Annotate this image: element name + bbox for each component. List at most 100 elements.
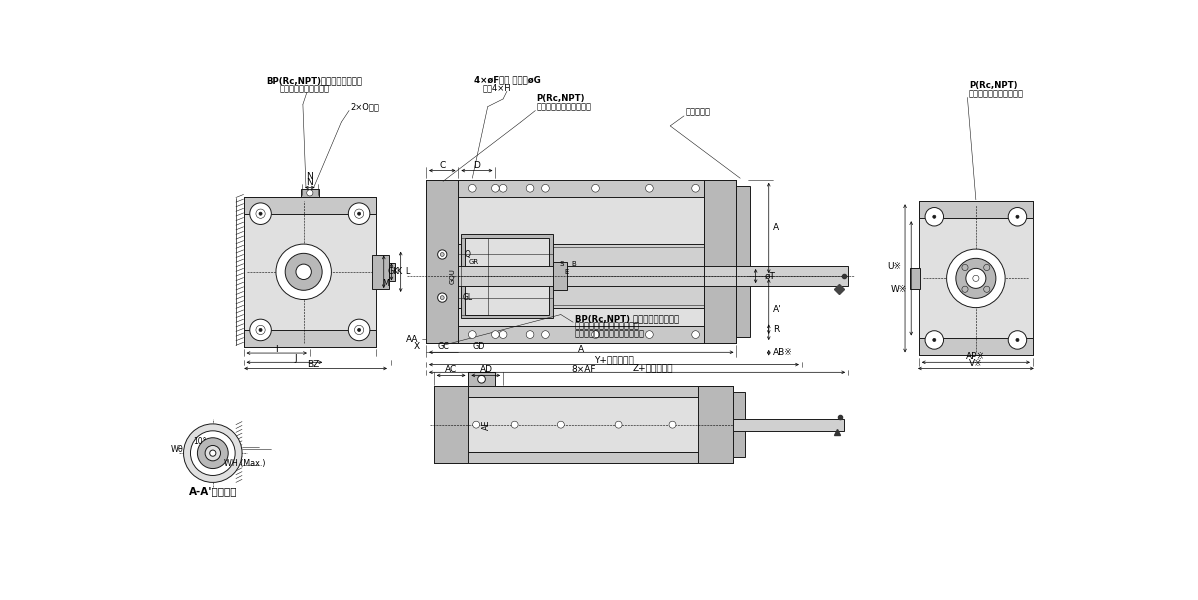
Bar (430, 244, 732, 308)
Circle shape (357, 212, 361, 215)
Text: P(Rc,NPT): P(Rc,NPT) (969, 82, 1017, 91)
Text: 10°: 10° (193, 437, 206, 446)
Text: M: M (382, 279, 388, 288)
Circle shape (478, 376, 485, 383)
Circle shape (357, 328, 361, 331)
Circle shape (925, 208, 944, 226)
Text: （スプリングロックの場合は: （スプリングロックの場合は (575, 322, 640, 331)
Text: Wθ: Wθ (171, 445, 183, 454)
Bar (488, 244, 494, 308)
Circle shape (349, 319, 370, 341)
Text: 加圧状態でロック開放: 加圧状態でロック開放 (280, 85, 329, 94)
Text: A-A'　矢視図: A-A' 矢視図 (188, 487, 237, 497)
Text: AA: AA (406, 335, 418, 344)
Circle shape (933, 338, 936, 341)
Text: ロッド側シリンダポート: ロッド側シリンダポート (537, 102, 591, 111)
Bar (465, 238, 550, 314)
Bar (243, 197, 376, 214)
Text: GQU: GQU (450, 268, 456, 284)
Text: BP(Rc,NPT) 加圧ロック用ポート: BP(Rc,NPT) 加圧ロック用ポート (575, 314, 679, 323)
Text: X: X (413, 341, 420, 350)
Circle shape (349, 203, 370, 224)
Bar (553, 262, 567, 290)
Text: A: A (774, 223, 780, 232)
Bar (461, 238, 488, 314)
Bar (468, 372, 496, 386)
Text: 後プレート: 後プレート (685, 107, 710, 116)
Text: 裏側4×H: 裏側4×H (483, 83, 512, 92)
Bar (389, 263, 395, 281)
Circle shape (491, 184, 500, 192)
Bar (461, 234, 553, 319)
Text: AP※: AP※ (967, 352, 986, 361)
Text: B: B (571, 262, 576, 268)
Circle shape (259, 328, 262, 331)
Circle shape (285, 253, 322, 290)
Text: 4×øF通し 座ぐりøG: 4×øF通し 座ぐりøG (473, 75, 540, 84)
Text: D: D (473, 161, 480, 170)
Text: Y+ストローク: Y+ストローク (594, 355, 634, 364)
Circle shape (276, 244, 332, 299)
Bar (426, 326, 737, 343)
Text: BP(Rc,NPT)ロック開放ポート: BP(Rc,NPT)ロック開放ポート (267, 77, 363, 86)
Circle shape (437, 293, 447, 302)
Text: ヘッド側シリンダポート: ヘッド側シリンダポート (969, 89, 1024, 98)
Circle shape (491, 331, 500, 338)
Text: GK: GK (388, 268, 399, 277)
Circle shape (468, 184, 476, 192)
Circle shape (1009, 208, 1027, 226)
Text: P(Rc,NPT): P(Rc,NPT) (537, 94, 585, 103)
Bar (434, 386, 732, 463)
Circle shape (1016, 338, 1019, 341)
Text: Z+ストローク: Z+ストローク (633, 363, 673, 372)
Circle shape (646, 331, 653, 338)
Circle shape (526, 184, 534, 192)
Text: J: J (295, 354, 297, 363)
Circle shape (249, 203, 271, 224)
Text: øT: øT (764, 272, 776, 281)
Circle shape (1009, 331, 1027, 349)
Bar (426, 180, 737, 197)
Circle shape (437, 250, 447, 259)
Text: AE: AE (482, 419, 491, 430)
Circle shape (592, 331, 599, 338)
Circle shape (956, 259, 996, 298)
Circle shape (468, 331, 476, 338)
Circle shape (500, 331, 507, 338)
Circle shape (249, 319, 271, 341)
Text: GL: GL (462, 293, 473, 302)
Circle shape (691, 184, 700, 192)
Bar (732, 419, 845, 431)
Bar (737, 186, 750, 337)
Circle shape (205, 445, 220, 461)
Bar (919, 338, 1033, 355)
Text: AB※: AB※ (774, 348, 793, 357)
Circle shape (210, 450, 216, 456)
Circle shape (512, 421, 518, 428)
Bar (919, 202, 1033, 355)
Bar (698, 386, 732, 463)
Circle shape (557, 421, 564, 428)
Text: Q: Q (465, 250, 471, 259)
Circle shape (691, 331, 700, 338)
Text: L: L (405, 268, 410, 277)
Bar (301, 189, 319, 197)
Circle shape (296, 264, 311, 280)
Text: K: K (397, 268, 401, 277)
Bar (426, 180, 737, 343)
Circle shape (615, 421, 622, 428)
Circle shape (190, 431, 235, 475)
Circle shape (307, 190, 313, 196)
Circle shape (259, 212, 262, 215)
Text: AD: AD (479, 365, 492, 374)
Bar (434, 452, 732, 463)
Bar (919, 202, 1033, 218)
Bar (704, 180, 737, 343)
Circle shape (500, 184, 507, 192)
Circle shape (183, 424, 242, 482)
Circle shape (473, 421, 479, 428)
Text: U※: U※ (888, 262, 901, 271)
Text: V※: V※ (969, 359, 982, 368)
Circle shape (1016, 215, 1019, 218)
Text: 2×O通し: 2×O通し (351, 102, 380, 111)
